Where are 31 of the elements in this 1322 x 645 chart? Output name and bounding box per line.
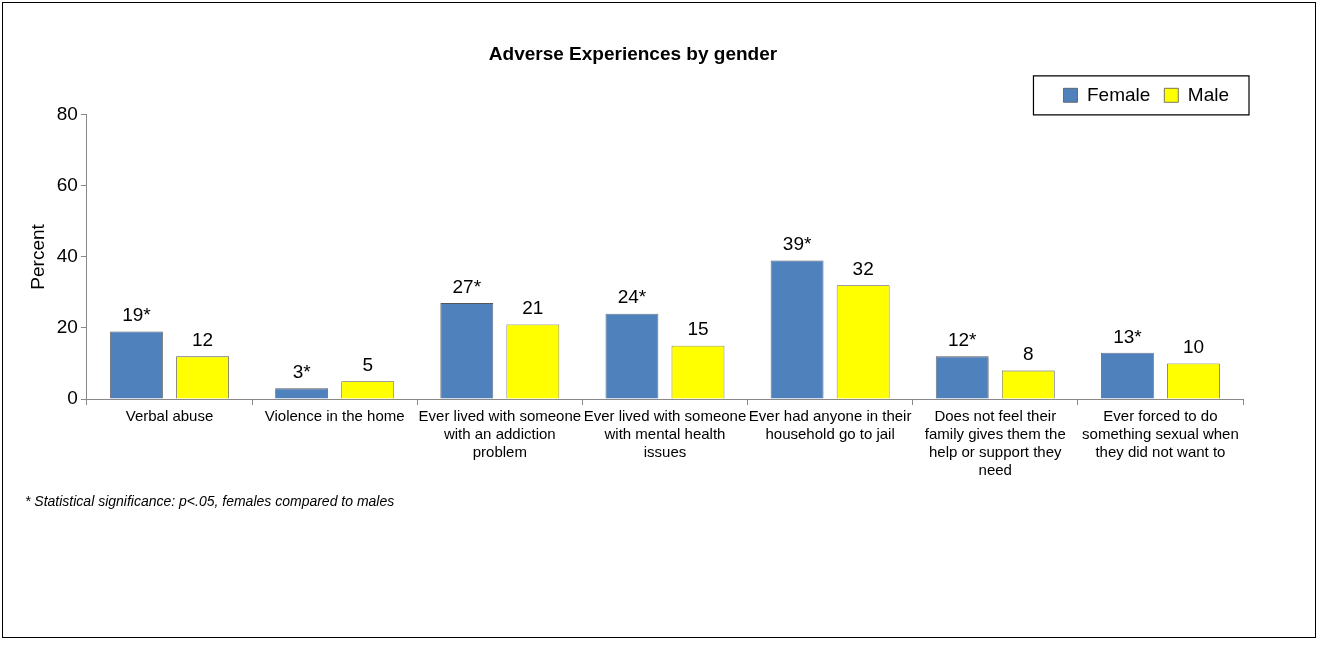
text: * Statistical significance: p<.05, females compared to males [25, 493, 395, 509]
data-label: 10 [1182, 336, 1205, 358]
x-tick-label: Violence in the home [264, 407, 405, 425]
data-label: 12 [191, 329, 214, 351]
data-label: 5 [362, 353, 373, 375]
x-tick-label: Ever had anyone in their household go to jail [748, 407, 912, 443]
y-tick-label: 60 [56, 174, 78, 196]
y-tick-label: 20 [56, 316, 78, 338]
data-label: 12* [947, 329, 978, 351]
data-label: 19* [122, 304, 152, 326]
data-label: 21 [522, 297, 544, 319]
chart-title: Adverse Experiences by gender [488, 42, 778, 64]
x-tick-label: Ever lived with someone with mental health issues [583, 407, 747, 461]
data-label: 27* [452, 275, 482, 297]
data-label: 24* [617, 286, 647, 308]
y-axis-title: Percent [26, 223, 48, 290]
y-tick-label: 40 [56, 245, 78, 267]
y-tick-label: 0 [67, 387, 78, 409]
data-label: 39* [782, 233, 812, 255]
data-label: 3* [292, 361, 312, 383]
data-label: 32 [852, 258, 874, 280]
data-label: 8 [1023, 343, 1034, 365]
legend-label: Male [1187, 83, 1230, 105]
x-tick-label: Verbal abuse [125, 407, 214, 425]
x-tick-label: Ever forced to do something sexual when they did not want to [1082, 407, 1239, 461]
data-label: 13* [1113, 325, 1143, 347]
y-tick-label: 80 [56, 103, 78, 125]
x-tick-label: Does not feel their family gives them the help or support they need [924, 407, 1066, 479]
data-label: 15 [687, 318, 709, 340]
legend-label: Female [1086, 83, 1151, 105]
x-tick-label: Ever lived with someone with an addiction problem [418, 407, 582, 461]
